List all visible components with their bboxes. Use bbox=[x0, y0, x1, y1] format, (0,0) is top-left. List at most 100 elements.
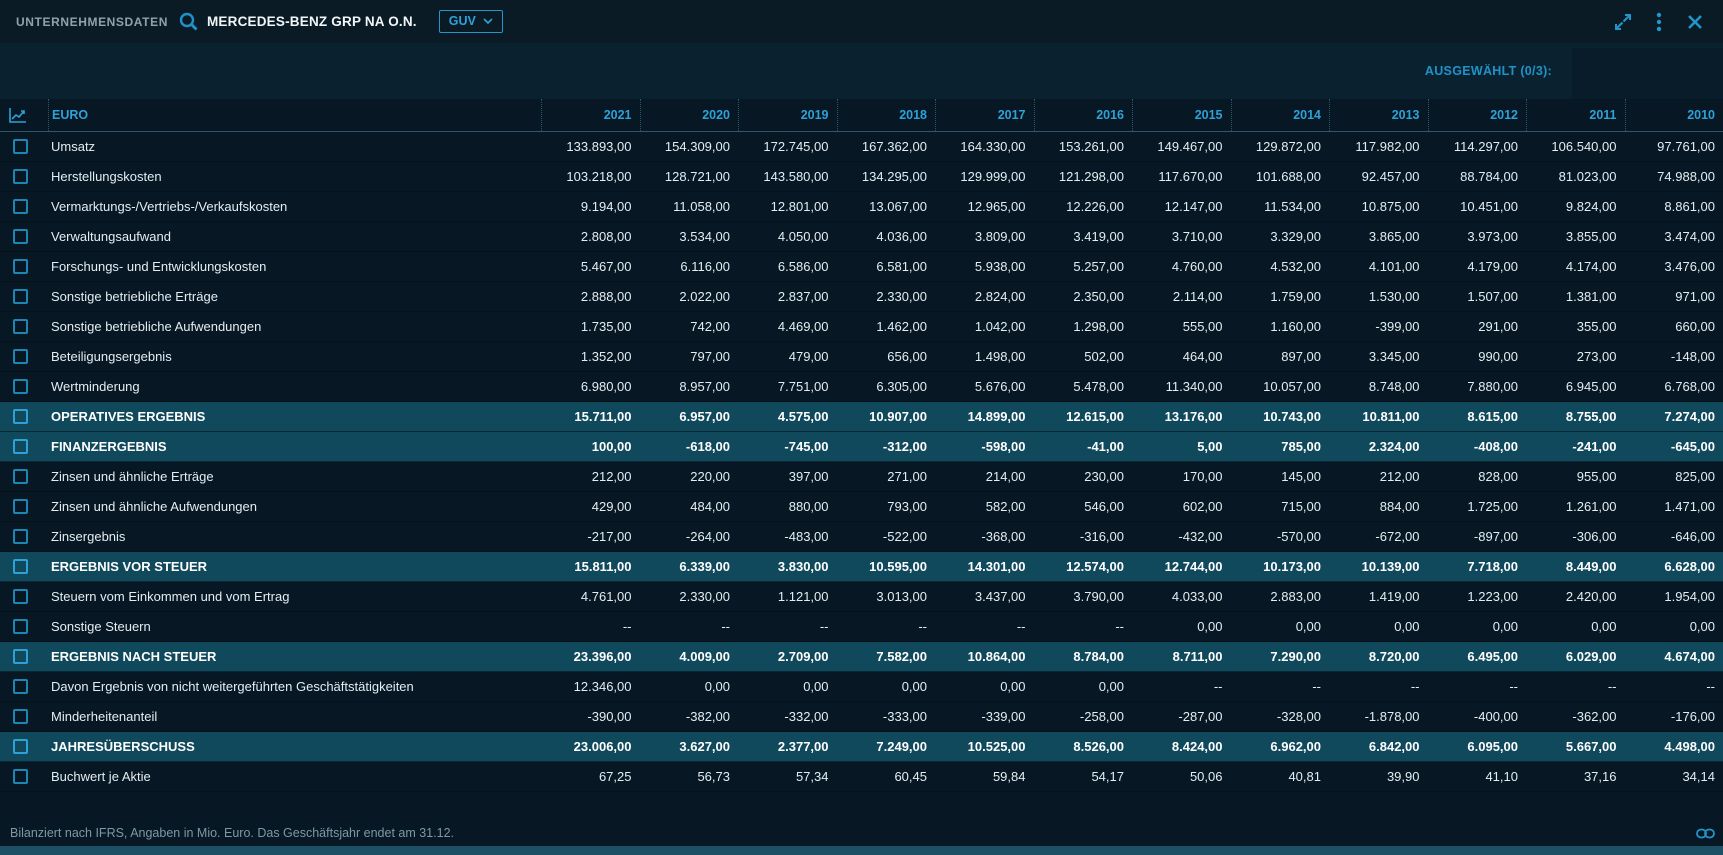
row-checkbox[interactable] bbox=[13, 499, 28, 514]
row-checkbox[interactable] bbox=[13, 259, 28, 274]
value-cell: 4.033,00 bbox=[1171, 589, 1223, 604]
value-cell: 5.676,00 bbox=[974, 379, 1026, 394]
value-cell: 11.058,00 bbox=[673, 199, 730, 214]
value-cell: -176,00 bbox=[1670, 709, 1715, 724]
value-cell: 3.329,00 bbox=[1270, 229, 1321, 244]
table-row[interactable]: Zinsen und ähnliche Aufwendungen 429,00 4… bbox=[0, 492, 1723, 522]
value-cell: 2.808,00 bbox=[580, 229, 632, 244]
row-label: JAHRESÜBERSCHUSS bbox=[51, 739, 195, 754]
table-row[interactable]: ERGEBNIS NACH STEUER 23.396,00 4.009,00 2.… bbox=[0, 642, 1723, 672]
value-cell: 8.748,00 bbox=[1368, 379, 1420, 394]
kebab-menu-icon[interactable] bbox=[1645, 8, 1673, 36]
table-row[interactable]: OPERATIVES ERGEBNIS 15.711,00 6.957,00 4.5… bbox=[0, 402, 1723, 432]
company-name[interactable]: MERCEDES-BENZ GRP NA O.N. bbox=[206, 14, 417, 29]
row-checkbox[interactable] bbox=[13, 619, 28, 634]
line-chart-icon[interactable] bbox=[0, 104, 34, 126]
row-checkbox[interactable] bbox=[13, 289, 28, 304]
row-label: Buchwert je Aktie bbox=[51, 769, 151, 784]
value-cell: 154.309,00 bbox=[664, 139, 730, 154]
value-cell: 6.095,00 bbox=[1467, 739, 1518, 754]
row-checkbox[interactable] bbox=[13, 679, 28, 694]
table-row[interactable]: Verwaltungsaufwand 2.808,00 3.534,00 4.050… bbox=[0, 222, 1723, 252]
row-checkbox[interactable] bbox=[13, 379, 28, 394]
value-cell: 2.022,00 bbox=[679, 289, 730, 304]
value-cell: 10.139,00 bbox=[1361, 559, 1420, 574]
row-checkbox-cell bbox=[0, 312, 48, 341]
value-cell: 5.938,00 bbox=[974, 259, 1026, 274]
table-row[interactable]: Beteiligungsergebnis 1.352,00 797,00 479,0… bbox=[0, 342, 1723, 372]
value-cell: -- bbox=[1607, 679, 1617, 694]
value-cell: 0,00 bbox=[901, 679, 927, 694]
row-checkbox[interactable] bbox=[13, 709, 28, 724]
value-cell: -382,00 bbox=[685, 709, 730, 724]
value-cell: 6.628,00 bbox=[1664, 559, 1715, 574]
value-cell: 8.711,00 bbox=[1172, 649, 1223, 664]
value-cell: 8.861,00 bbox=[1664, 199, 1715, 214]
search-icon[interactable] bbox=[178, 11, 199, 32]
value-cell: 7.249,00 bbox=[876, 739, 927, 754]
row-checkbox-cell bbox=[0, 762, 48, 791]
table-row[interactable]: Zinsen und ähnliche Erträge 212,00 220,00… bbox=[0, 462, 1723, 492]
view-select-dropdown[interactable]: GUV bbox=[438, 10, 503, 33]
table-row[interactable]: Wertminderung 6.980,00 8.957,00 7.751,00 6.… bbox=[0, 372, 1723, 402]
value-cell: 12.801,00 bbox=[770, 199, 829, 214]
table-row[interactable]: Vermarktungs-/Vertriebs-/Verkaufskosten … bbox=[0, 192, 1723, 222]
expand-icon[interactable] bbox=[1609, 8, 1637, 36]
value-cell: 145,00 bbox=[1281, 469, 1321, 484]
row-label: Sonstige betriebliche Erträge bbox=[51, 289, 218, 304]
table-row[interactable]: Sonstige Steuern -- -- -- -- -- -- 0,00 0,00 0,0… bbox=[0, 612, 1723, 642]
table-row[interactable]: Sonstige betriebliche Aufwendungen 1.735… bbox=[0, 312, 1723, 342]
close-icon[interactable] bbox=[1681, 8, 1709, 36]
value-cell: -306,00 bbox=[1572, 529, 1617, 544]
row-checkbox[interactable] bbox=[13, 649, 28, 664]
value-cell: 880,00 bbox=[788, 499, 829, 514]
chain-link-icon[interactable] bbox=[1696, 828, 1715, 839]
value-cell: 0,00 bbox=[1689, 619, 1715, 634]
value-cell: -332,00 bbox=[784, 709, 829, 724]
value-cell: 23.396,00 bbox=[573, 649, 632, 664]
row-checkbox[interactable] bbox=[13, 589, 28, 604]
value-cell: 2.377,00 bbox=[777, 739, 829, 754]
table-row[interactable]: Minderheitenanteil -390,00 -382,00 -332,00… bbox=[0, 702, 1723, 732]
row-checkbox[interactable] bbox=[13, 349, 28, 364]
row-checkbox[interactable] bbox=[13, 139, 28, 154]
row-checkbox-cell bbox=[0, 372, 48, 401]
row-checkbox[interactable] bbox=[13, 199, 28, 214]
row-checkbox[interactable] bbox=[13, 229, 28, 244]
value-cell: 4.174,00 bbox=[1565, 259, 1617, 274]
row-checkbox[interactable] bbox=[13, 469, 28, 484]
row-checkbox[interactable] bbox=[13, 169, 28, 184]
table-row[interactable]: FINANZERGEBNIS 100,00 -618,00 -745,00 -312,… bbox=[0, 432, 1723, 462]
table-row[interactable]: Forschungs- und Entwicklungskosten 5.467… bbox=[0, 252, 1723, 282]
value-cell: 6.842,00 bbox=[1368, 739, 1420, 754]
table-row[interactable]: Zinsergebnis -217,00 -264,00 -483,00 -522,0… bbox=[0, 522, 1723, 552]
value-cell: 0,00 bbox=[1197, 619, 1223, 634]
table-row[interactable]: JAHRESÜBERSCHUSS 23.006,00 3.627,00 2.377,… bbox=[0, 732, 1723, 762]
row-checkbox[interactable] bbox=[13, 439, 28, 454]
value-cell: 34,14 bbox=[1682, 769, 1715, 784]
row-checkbox[interactable] bbox=[13, 769, 28, 784]
year-header: 2014 bbox=[1230, 99, 1330, 131]
row-checkbox[interactable] bbox=[13, 409, 28, 424]
value-cell: 1.507,00 bbox=[1467, 289, 1518, 304]
table-row[interactable]: Herstellungskosten 103.218,00 128.721,00 1… bbox=[0, 162, 1723, 192]
row-checkbox[interactable] bbox=[13, 529, 28, 544]
table-row[interactable]: ERGEBNIS VOR STEUER 15.811,00 6.339,00 3.8… bbox=[0, 552, 1723, 582]
row-checkbox[interactable] bbox=[13, 319, 28, 334]
value-cell: 6.495,00 bbox=[1467, 649, 1518, 664]
value-cell: -1.878,00 bbox=[1364, 709, 1420, 724]
row-checkbox[interactable] bbox=[13, 559, 28, 574]
value-cell: 10.875,00 bbox=[1361, 199, 1420, 214]
value-cell: 828,00 bbox=[1478, 469, 1518, 484]
value-cell: 897,00 bbox=[1281, 349, 1321, 364]
table-row[interactable]: Buchwert je Aktie 67,25 56,73 57,34 60,45 59… bbox=[0, 762, 1723, 792]
table-row[interactable]: Steuern vom Einkommen und vom Ertrag 4.7… bbox=[0, 582, 1723, 612]
value-cell: 2.709,00 bbox=[777, 649, 829, 664]
table-row[interactable]: Davon Ergebnis von nicht weitergeführten… bbox=[0, 672, 1723, 702]
row-checkbox[interactable] bbox=[13, 739, 28, 754]
year-header: 2015 bbox=[1132, 99, 1231, 131]
value-cell: 955,00 bbox=[1576, 469, 1617, 484]
table-row[interactable]: Umsatz 133.893,00 154.309,00 172.745,00 167… bbox=[0, 132, 1723, 162]
table-row[interactable]: Sonstige betriebliche Erträge 2.888,00 2.… bbox=[0, 282, 1723, 312]
value-cell: -672,00 bbox=[1375, 529, 1420, 544]
